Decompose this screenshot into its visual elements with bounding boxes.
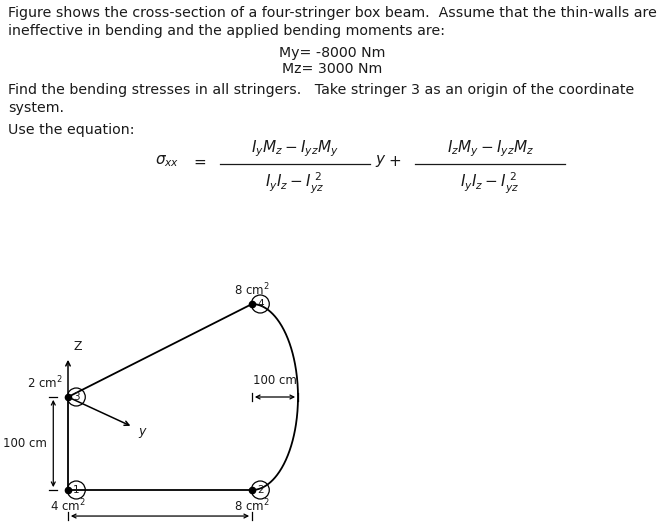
- Text: My= -8000 Nm: My= -8000 Nm: [279, 45, 385, 60]
- Text: 1: 1: [73, 485, 80, 495]
- Text: $+$: $+$: [388, 153, 401, 169]
- Text: y: y: [138, 424, 145, 437]
- Text: Mz= 3000 Nm: Mz= 3000 Nm: [282, 62, 382, 76]
- Text: $I_yI_z - I_{yz}^{\;2}$: $I_yI_z - I_{yz}^{\;2}$: [460, 171, 519, 196]
- Text: system.: system.: [8, 101, 64, 115]
- Text: 3: 3: [73, 392, 80, 402]
- Text: Figure shows the cross-section of a four-stringer box beam.  Assume that the thi: Figure shows the cross-section of a four…: [8, 6, 657, 20]
- Text: 2: 2: [257, 485, 264, 495]
- Text: 8 cm$^2$: 8 cm$^2$: [234, 282, 270, 298]
- Text: $I_zM_y - I_{yz}M_z$: $I_zM_y - I_{yz}M_z$: [446, 139, 533, 159]
- Text: 8 cm$^2$: 8 cm$^2$: [234, 497, 270, 514]
- Text: 100 cm: 100 cm: [3, 437, 47, 450]
- Text: $y$: $y$: [375, 153, 386, 169]
- Text: Z: Z: [74, 340, 82, 353]
- Text: ineffective in bending and the applied bending moments are:: ineffective in bending and the applied b…: [8, 24, 445, 38]
- Text: $I_yM_z - I_{yz}M_y$: $I_yM_z - I_{yz}M_y$: [251, 139, 339, 159]
- Text: 100 cm: 100 cm: [253, 374, 297, 387]
- Text: $=$: $=$: [191, 153, 207, 169]
- Text: 2 cm$^2$: 2 cm$^2$: [27, 375, 63, 392]
- Text: 4: 4: [257, 299, 264, 309]
- Text: Use the equation:: Use the equation:: [8, 123, 135, 137]
- Text: $I_yI_z - I_{yz}^{\;2}$: $I_yI_z - I_{yz}^{\;2}$: [266, 171, 325, 196]
- Text: 4 cm$^2$: 4 cm$^2$: [50, 497, 86, 514]
- Text: Find the bending stresses in all stringers.   Take stringer 3 as an origin of th: Find the bending stresses in all stringe…: [8, 84, 634, 98]
- Text: $\sigma_{xx}$: $\sigma_{xx}$: [155, 153, 179, 169]
